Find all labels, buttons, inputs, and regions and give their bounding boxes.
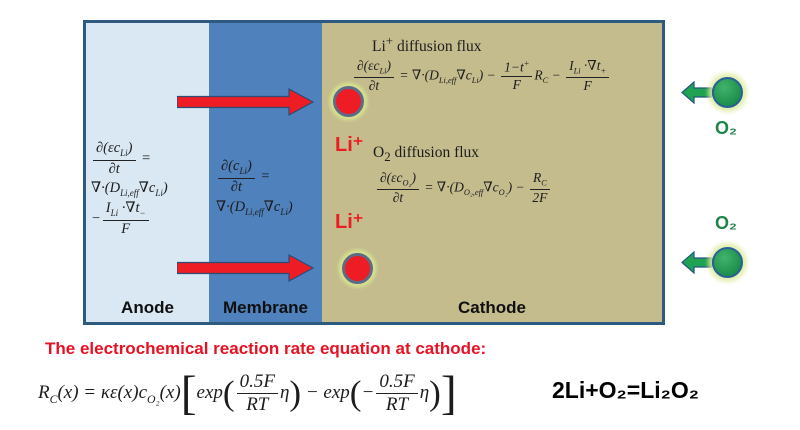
li-ion-particle-bottom	[342, 253, 373, 284]
anode-equation-line1: ∂(εcLi) ∂t =	[91, 140, 168, 177]
li-ion-label-bottom: Li⁺	[335, 211, 364, 233]
cathode-label: Cathode	[458, 298, 526, 317]
anode-equation-line3: − ILi ·∇t− F	[91, 200, 168, 237]
o2-particle-top	[712, 77, 743, 108]
li-flux-right-arrow-icon-top	[177, 88, 315, 116]
o2-flux-heading: O2 diffusion flux	[373, 144, 480, 165]
li-flux-equation: ∂(εcLi) ∂t = ∇·(DLi,eff∇cLi) − 1−t+ F RC − …	[352, 58, 611, 93]
o2-flux-equation: ∂(εcO₂) ∂t = ∇·(DO₂,eff∇cO₂) − RC 2F	[375, 170, 552, 205]
rate-equation-title: The electrochemical reaction rate equati…	[45, 339, 487, 358]
li-ion-label-top: Li⁺	[335, 134, 364, 156]
anode-region: ∂(εcLi) ∂t = ∇·(DLi,eff∇cLi) − ILi ·∇t− F A…	[86, 23, 209, 322]
cathode-region: Li+ diffusion flux ∂(εcLi) ∂t = ∇·(DLi,ef…	[322, 23, 662, 322]
anode-equation: ∂(εcLi) ∂t = ∇·(DLi,eff∇cLi) − ILi ·∇t− F	[91, 140, 168, 240]
overall-reaction: 2Li+O₂=Li₂O₂	[552, 377, 699, 403]
membrane-label: Membrane	[222, 298, 309, 317]
membrane-equation-line1: ∂(cLi) ∂t =	[216, 158, 293, 195]
li-flux-heading: Li+ diffusion flux	[372, 33, 482, 56]
rate-equation: RC(x) = κε(x)cO₂(x)[exp(0.5F RT η) − exp(−…	[38, 367, 457, 420]
o2-label-top: O₂	[715, 118, 737, 138]
o2-label-bottom: O₂	[715, 213, 737, 233]
anode-label: Anode	[121, 298, 174, 317]
anode-equation-line2: ∇·(DLi,eff∇cLi)	[91, 180, 168, 199]
cell-diagram-box: ∂(εcLi) ∂t = ∇·(DLi,eff∇cLi) − ILi ·∇t− F A…	[83, 20, 665, 325]
membrane-equation: ∂(cLi) ∂t = ∇·(DLi,eff∇cLi)	[216, 158, 293, 221]
li-ion-particle-top	[333, 86, 364, 117]
o2-inflow-left-arrow-icon-top	[681, 81, 713, 104]
o2-inflow-left-arrow-icon-bottom	[681, 251, 713, 274]
membrane-equation-line2: ∇·(DLi,eff∇cLi)	[216, 199, 293, 218]
li-flux-right-arrow-icon-bottom	[177, 254, 315, 282]
o2-particle-bottom	[712, 247, 743, 278]
